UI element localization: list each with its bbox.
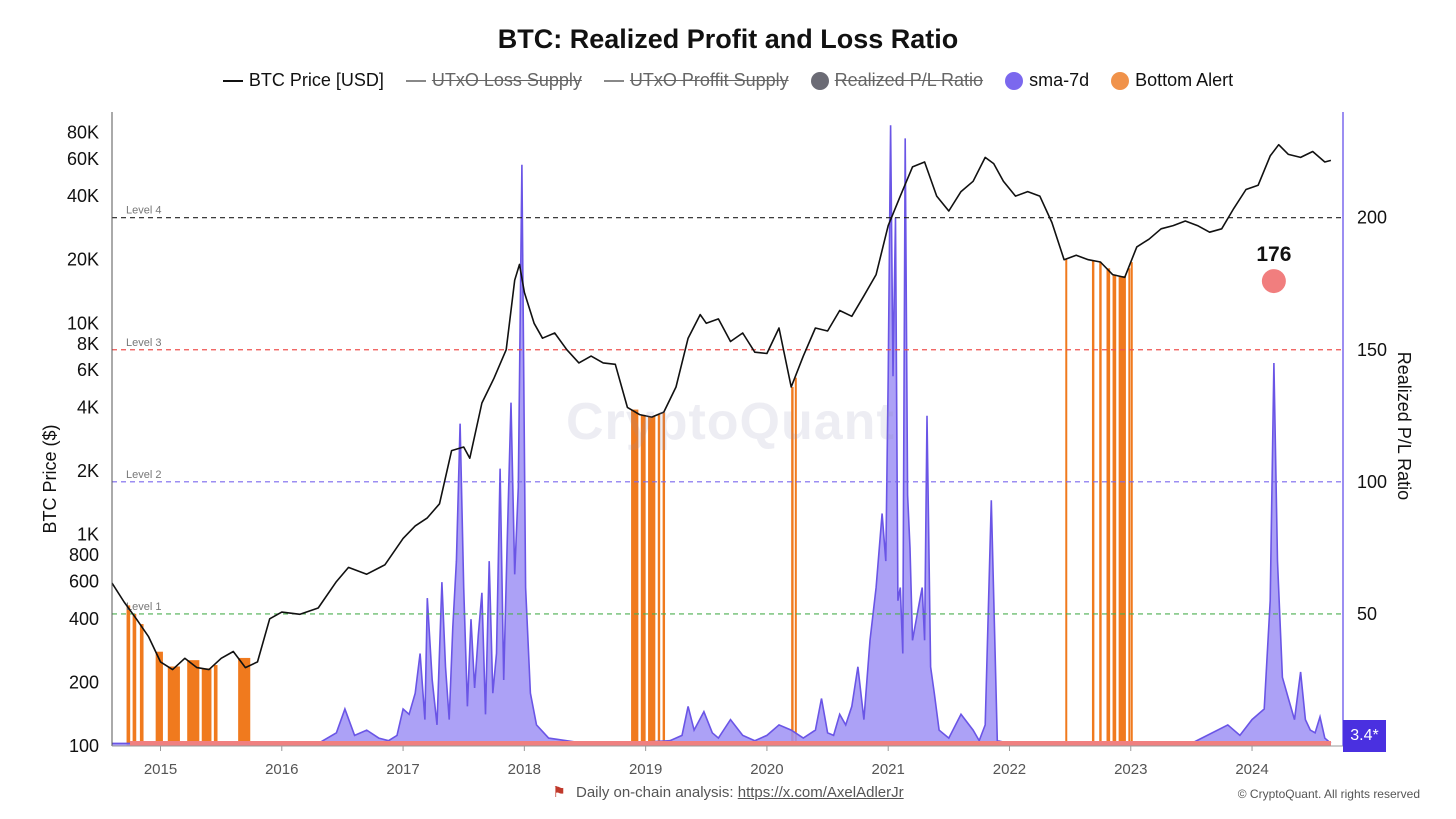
legend-sma-7d[interactable]: sma-7d: [1005, 70, 1089, 91]
x-tick-label: 2015: [144, 761, 177, 778]
legend-label: UTxO Proffit Supply: [629, 70, 789, 90]
btc-price-path: [111, 143, 1332, 671]
legend-label: sma-7d: [1029, 70, 1090, 90]
bottom-alert-bar: [794, 377, 797, 746]
y-tick-label: 100: [69, 736, 99, 756]
bottom-alert-bar: [132, 613, 137, 746]
chart-title: BTC: Realized Profit and Loss Ratio: [497, 24, 959, 54]
line-icon: [405, 79, 426, 82]
level-label: Level 2: [126, 469, 161, 481]
bottom-alert-bar: [640, 414, 646, 746]
level-label: Level 4: [126, 205, 161, 217]
y-tick-label: 60K: [67, 149, 99, 169]
bottom-alert-bar: [238, 657, 251, 746]
dot-icon: [1005, 71, 1024, 90]
bottom-alert-bar: [791, 386, 794, 746]
bottom-alert-bar: [1128, 268, 1131, 746]
bottom-alert-bar: [662, 412, 666, 746]
y-tick-label: 40K: [67, 186, 99, 206]
y2-tick-label: 200: [1357, 208, 1387, 228]
bottom-alert-bar: [201, 668, 212, 746]
bottom-alert-bar: [631, 409, 639, 746]
realized-pl-band-rect: [130, 741, 1331, 746]
x-tick-label: 2017: [386, 761, 419, 778]
btc-price-line: [111, 143, 1332, 671]
y2-tick-label: 50: [1357, 604, 1377, 624]
bottom-alert-bar: [1106, 268, 1111, 746]
x-tick-label: 2016: [265, 761, 298, 778]
x-tick-label: 2019: [629, 761, 662, 778]
y2-tick-label: 150: [1357, 340, 1387, 360]
current-value-badge: 3.4*: [1343, 720, 1386, 752]
legend-realized-pl-ratio[interactable]: Realized P/L Ratio: [810, 70, 984, 91]
bottom-alert-bar: [187, 660, 200, 746]
legend-utxo-loss-supply[interactable]: UTxO Loss Supply: [405, 70, 582, 91]
y-tick-label: 1K: [77, 525, 99, 545]
bottom-alert-bar: [1091, 260, 1095, 746]
realized-pl-band: [130, 741, 1331, 746]
y2-axis-title: Realized P/L Ratio: [1394, 352, 1414, 500]
level-label: Level 1: [126, 601, 161, 613]
annotation: 176: [1256, 243, 1291, 294]
bottom-alert-bar: [1099, 261, 1102, 746]
legend-label: UTxO Loss Supply: [431, 70, 582, 90]
bottom-alert-bar: [139, 624, 144, 746]
bottom-alert-bar: [1065, 259, 1068, 746]
bottom-alert-bar: [167, 666, 180, 746]
chart-legend: BTC Price [USD] UTxO Loss Supply UTxO Pr…: [0, 70, 1456, 91]
legend-btc-price[interactable]: BTC Price [USD]: [222, 70, 384, 91]
bottom-alert-bar: [213, 665, 218, 746]
line-icon: [222, 79, 243, 82]
y-tick-label: 6K: [77, 360, 99, 380]
legend-label: Realized P/L Ratio: [834, 70, 984, 90]
footer: ⚑ Daily on-chain analysis: https://x.com…: [0, 783, 1456, 801]
y-tick-label: 2K: [77, 461, 99, 481]
copyright: © CryptoQuant. All rights reserved: [1237, 787, 1420, 801]
bottom-alert-bars: [126, 259, 1133, 746]
bottom-alert-bar: [648, 416, 656, 746]
legend-bottom-alert[interactable]: Bottom Alert: [1111, 70, 1233, 91]
y-tick-label: 800: [69, 545, 99, 565]
y-tick-label: 80K: [67, 122, 99, 142]
legend-utxo-profit-supply[interactable]: UTxO Proffit Supply: [603, 70, 789, 91]
dot-icon: [1111, 71, 1130, 90]
y-axis-title: BTC Price ($): [40, 424, 60, 533]
y-tick-label: 600: [69, 572, 99, 592]
y-tick-label: 4K: [77, 397, 99, 417]
level-lines: Level 1 Level 2 Level 3 Level 4: [112, 205, 1343, 615]
legend-label: Bottom Alert: [1135, 70, 1234, 90]
y2-tick-label: 100: [1357, 472, 1387, 492]
line-icon: [603, 79, 624, 82]
footer-prefix: Daily on-chain analysis:: [575, 784, 734, 801]
y-tick-label: 20K: [67, 250, 99, 270]
bottom-alert-bar: [1130, 262, 1133, 746]
bottom-alert-bar: [155, 651, 163, 746]
x-tick-label: 2021: [872, 761, 905, 778]
x-tick-label: 2023: [1114, 761, 1147, 778]
x-tick-label: 2020: [750, 761, 783, 778]
peak-label: 176: [1256, 243, 1291, 266]
y-tick-label: 400: [69, 609, 99, 629]
y-tick-label: 10K: [67, 313, 99, 333]
dot-icon: [810, 71, 829, 90]
x-tick-label: 2018: [508, 761, 541, 778]
bottom-alert-bar: [126, 605, 131, 746]
x-tick-label: 2024: [1235, 761, 1268, 778]
flag-icon: ⚑: [552, 784, 566, 801]
legend-label: BTC Price [USD]: [248, 70, 384, 90]
bottom-alert-bar: [1112, 274, 1117, 746]
bottom-alert-bar: [1118, 276, 1126, 746]
y-tick-label: 200: [69, 672, 99, 692]
watermark: CryptoQuant: [566, 393, 895, 451]
peak-marker: [1261, 269, 1286, 294]
level-label: Level 3: [126, 337, 161, 349]
footer-link[interactable]: https://x.com/AxelAdlerJr: [737, 784, 904, 801]
x-tick-label: 2022: [993, 761, 1026, 778]
bottom-alert-bar: [657, 414, 661, 746]
y-tick-label: 8K: [77, 334, 99, 354]
